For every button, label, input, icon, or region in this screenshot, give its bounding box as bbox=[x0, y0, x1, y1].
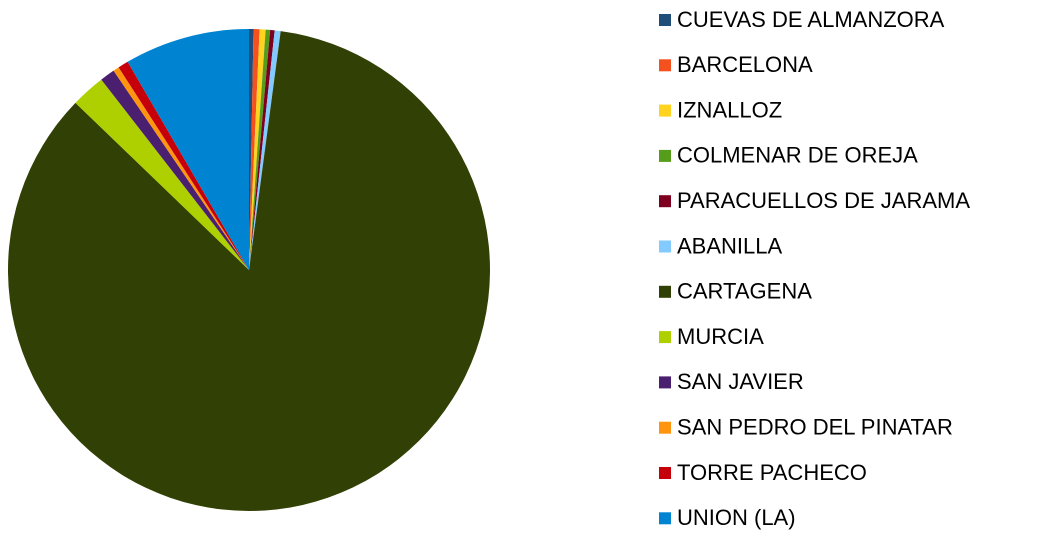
pie-slice bbox=[249, 29, 266, 270]
pie-slice bbox=[249, 29, 260, 270]
legend-swatch bbox=[659, 467, 671, 479]
pie-slice bbox=[8, 31, 490, 512]
legend-label: CUEVAS DE ALMANZORA bbox=[677, 7, 945, 32]
legend-label: CARTAGENA bbox=[677, 279, 812, 304]
legend-label: TORRE PACHECO bbox=[677, 460, 867, 485]
pie-slice bbox=[101, 70, 249, 270]
legend-swatch bbox=[659, 421, 671, 434]
legend-label: BARCELONA bbox=[677, 52, 813, 77]
legend-label: COLMENAR DE OREJA bbox=[677, 143, 918, 168]
legend-swatch bbox=[659, 376, 671, 389]
legend-swatch bbox=[659, 104, 671, 117]
legend-swatch bbox=[659, 59, 671, 72]
legend-label: PARACUELLOS DE JARAMA bbox=[677, 188, 970, 213]
legend-swatch bbox=[659, 14, 671, 26]
pie-slice bbox=[118, 61, 249, 270]
legend-label: ABANILLA bbox=[677, 233, 782, 258]
pie-slice bbox=[249, 29, 275, 271]
legend-label: MURCIA bbox=[677, 324, 764, 349]
legend-label: UNION (LA) bbox=[677, 505, 796, 530]
pie-slice bbox=[249, 29, 271, 271]
pie-slice bbox=[249, 29, 254, 270]
legend-swatch bbox=[659, 331, 671, 344]
legend-swatch bbox=[659, 512, 671, 525]
pie-slice bbox=[127, 29, 249, 270]
legend-label: SAN PEDRO DEL PINATAR bbox=[677, 415, 953, 440]
legend-swatch bbox=[659, 195, 671, 208]
legend-swatch bbox=[659, 285, 671, 298]
pie-slice bbox=[113, 67, 249, 270]
pie-slice bbox=[249, 30, 281, 271]
legend-swatch bbox=[659, 149, 671, 162]
legend-swatch bbox=[659, 240, 671, 253]
pie-slice bbox=[75, 79, 250, 271]
legend-label: SAN JAVIER bbox=[677, 369, 804, 394]
legend-label: IZNALLOZ bbox=[677, 97, 782, 122]
